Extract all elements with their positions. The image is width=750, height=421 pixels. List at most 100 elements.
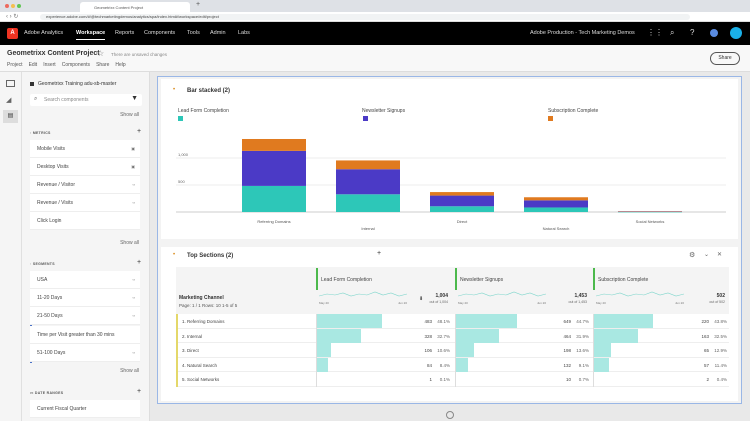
segment-item[interactable]: 11-20 Days ‹› — [30, 289, 140, 307]
add-icon[interactable]: + — [377, 250, 382, 257]
column-header[interactable]: Newsletter Signups — [460, 277, 504, 283]
row-label[interactable]: 2. Internal — [182, 333, 203, 339]
nav-reports[interactable]: Reports — [115, 30, 135, 36]
nav-labs[interactable]: Labs — [238, 30, 250, 36]
add-metric-icon[interactable]: + — [137, 128, 142, 135]
nav-arrows-icon[interactable]: ‹ › ↻ — [6, 14, 19, 20]
add-panel-icon[interactable] — [446, 411, 454, 419]
share-button[interactable]: Share — [710, 52, 740, 65]
cell-value: 649 — [563, 319, 571, 324]
metric-item[interactable]: Revenue / Visitor ‹› — [30, 176, 140, 194]
workspace-panel: • Bar stacked (2) Lead Form Completion N… — [157, 76, 742, 404]
table-row[interactable]: 5. Social Networks — [176, 372, 729, 387]
table-row[interactable]: 4. Natural Search — [176, 357, 729, 373]
segment-item[interactable]: USA ‹› — [30, 271, 140, 289]
column-header[interactable]: Subscription Complete — [598, 277, 649, 283]
search-input[interactable]: Search components — [44, 97, 89, 103]
collapse-icon[interactable]: • — [173, 252, 176, 258]
nav-workspace[interactable]: Workspace — [76, 30, 106, 40]
date-range-item[interactable]: Current Fiscal Quarter — [30, 400, 140, 418]
metric-info-icon[interactable]: ‹› — [132, 200, 135, 205]
bar-segment — [430, 192, 494, 196]
browser-tab[interactable]: Geometrixx Content Project — [80, 2, 190, 12]
search-components[interactable]: ⌕ Search components ▼ — [30, 94, 142, 106]
sort-icon[interactable]: ⬇ — [419, 296, 424, 302]
row-label[interactable]: 5. Social Networks — [182, 377, 220, 383]
cell-value: 328 — [424, 333, 432, 339]
show-all-link[interactable]: Show all — [120, 240, 139, 246]
menu-edit[interactable]: Edit — [28, 62, 38, 68]
legend-swatch — [363, 116, 368, 121]
apps-grid-icon[interactable]: ⋮⋮ — [647, 28, 663, 37]
close-window-icon[interactable] — [5, 4, 9, 8]
metric-item[interactable]: Click Login — [30, 212, 140, 230]
segment-item[interactable]: 21-50 Days ‹› — [30, 307, 140, 325]
nav-admin[interactable]: Admin — [210, 30, 226, 36]
project-title[interactable]: Geometrixx Content Project — [7, 50, 100, 57]
components-icon[interactable]: ▤ — [3, 110, 18, 123]
menu-project[interactable]: Project — [7, 62, 23, 68]
row-label[interactable]: 4. Natural Search — [182, 362, 218, 368]
search-icon[interactable]: ⌕ — [670, 28, 675, 37]
visualizations-icon[interactable]: ◢ — [6, 97, 12, 104]
report-suite-selector[interactable]: Geometrixx Training adu-sb-master — [38, 81, 117, 87]
cell-percent: 11.4% — [714, 362, 727, 368]
row-label[interactable]: 1. Referring Domains — [182, 319, 225, 324]
cell-value: 65 — [703, 348, 709, 354]
pagination[interactable]: Page: 1 / 1 Rows: 10 1-5 of 5 — [179, 303, 238, 308]
url-input[interactable]: experience.adobe.com/#/@techmarketingdem… — [40, 14, 690, 20]
new-tab-icon[interactable]: + — [196, 1, 201, 8]
favorite-star-icon[interactable]: ☆ — [97, 49, 105, 58]
segment-info-icon[interactable]: ‹› — [132, 295, 135, 300]
maximize-window-icon[interactable] — [17, 4, 21, 8]
show-all-link[interactable]: Show all — [120, 112, 139, 118]
filter-icon[interactable]: ▼ — [131, 95, 138, 102]
row-color-bar — [176, 372, 178, 387]
metric-item[interactable]: Mobile Visits ▣ — [30, 140, 140, 158]
panels-icon[interactable] — [6, 80, 15, 87]
column-total-out-of: out of 502 — [709, 300, 725, 304]
metric-info-icon[interactable]: ▣ — [131, 164, 135, 169]
add-segment-icon[interactable]: + — [137, 259, 142, 266]
settings-icon[interactable]: ⚙ — [689, 252, 696, 259]
collapse-icon[interactable]: • — [173, 87, 176, 93]
org-switcher[interactable]: Adobe Production - Tech Marketing Demos — [530, 30, 635, 36]
row-label[interactable]: 3. Direct — [182, 348, 199, 354]
table-row[interactable]: 2. Internal — [176, 328, 729, 344]
nav-components[interactable]: Components — [144, 30, 176, 36]
cell-value: 106 — [424, 348, 432, 354]
nav-tools[interactable]: Tools — [187, 30, 200, 36]
close-icon[interactable]: ✕ — [717, 252, 723, 258]
segment-item[interactable]: 51-100 Days ‹› — [30, 344, 140, 362]
dimension-header[interactable]: Marketing Channel — [179, 295, 224, 301]
cell-value: 483 — [424, 319, 432, 324]
segment-info-icon[interactable]: ‹› — [132, 350, 135, 355]
segments-header: ◦ SEGMENTS — [30, 262, 55, 266]
minimize-window-icon[interactable] — [11, 4, 15, 8]
table-row[interactable]: 1. Referring Domains — [176, 314, 729, 329]
show-all-link[interactable]: Show all — [120, 368, 139, 374]
metric-item[interactable]: Desktop Visits ▣ — [30, 158, 140, 176]
menu-share[interactable]: Share — [96, 62, 110, 68]
column-header[interactable]: Lead Form Completion — [321, 277, 372, 283]
metric-info-icon[interactable]: ▣ — [131, 146, 135, 151]
add-date-range-icon[interactable]: + — [137, 388, 142, 395]
menu-components[interactable]: Components — [61, 62, 91, 68]
segment-item[interactable]: Time per Visit greater than 30 mins — [30, 326, 140, 344]
column-total-out-of: out of 1,004 — [429, 300, 449, 304]
metric-info-icon[interactable]: ‹› — [132, 182, 135, 187]
segment-info-icon[interactable]: ‹› — [132, 313, 135, 318]
menu-insert[interactable]: Insert — [43, 62, 56, 68]
column-divider — [316, 343, 317, 358]
chevron-down-icon[interactable]: ⌄ — [704, 252, 710, 258]
menu-help[interactable]: Help — [115, 62, 126, 68]
metrics-header: ▫ METRICS — [30, 131, 51, 135]
stacked-bar-chart: 500 1,000 Referring Domains Internal Direct N… — [176, 138, 726, 231]
segment-info-icon[interactable]: ‹› — [132, 277, 135, 282]
metric-item[interactable]: Revenue / Visits ‹› — [30, 194, 140, 212]
avatar[interactable] — [730, 27, 742, 39]
table-row[interactable]: 3. Direct — [176, 343, 729, 358]
help-icon[interactable]: ? — [690, 28, 695, 37]
notifications-icon[interactable] — [710, 29, 718, 37]
column-color-bar — [316, 268, 318, 290]
